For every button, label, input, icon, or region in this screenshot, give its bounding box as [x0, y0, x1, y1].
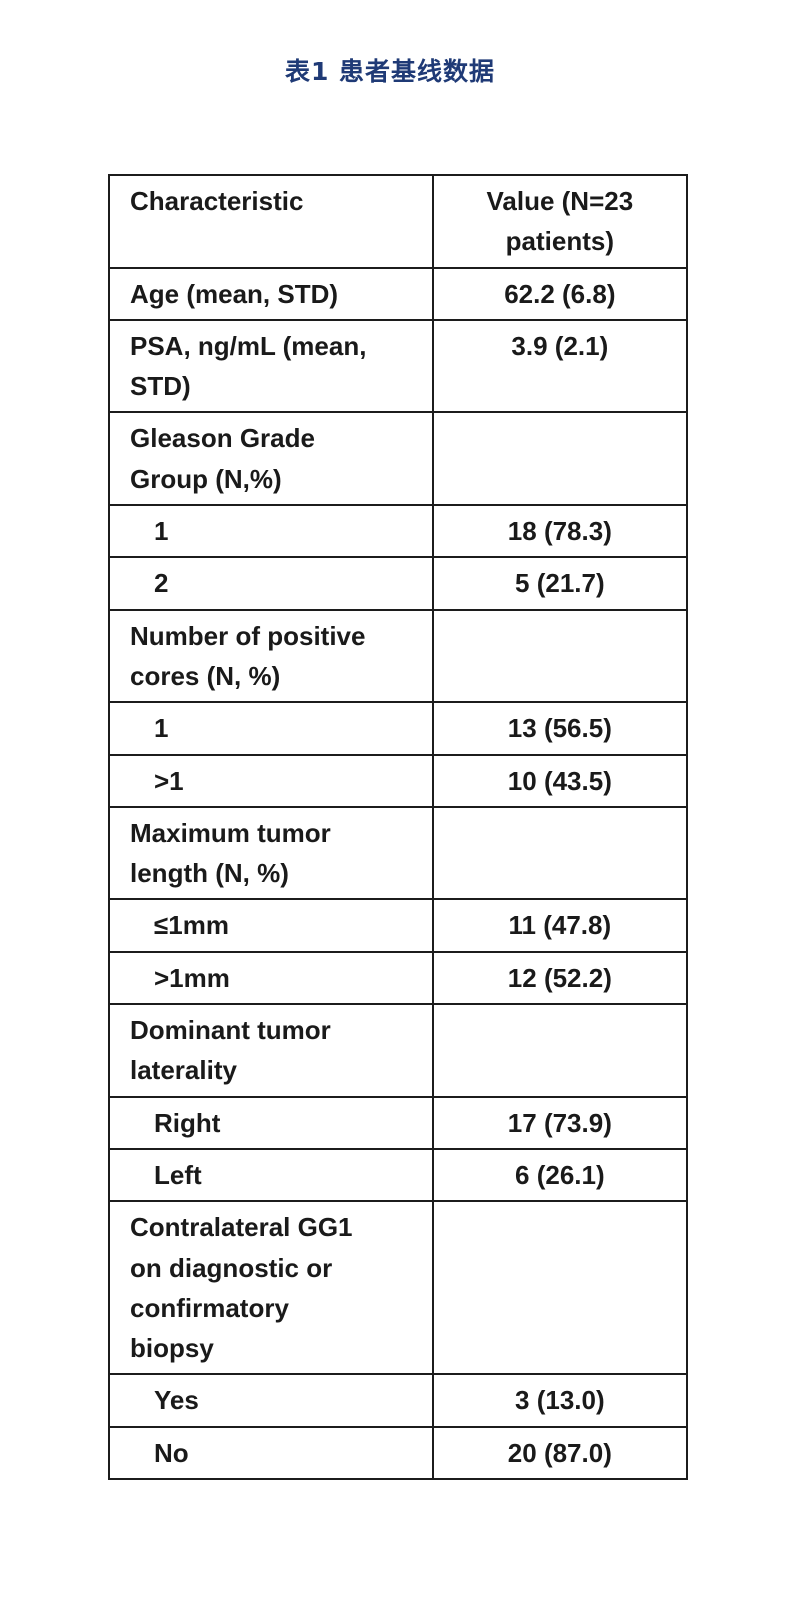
row-value — [431, 608, 689, 704]
row-label: Right — [108, 1095, 434, 1150]
row-value: 62.2 (6.8) — [431, 266, 689, 321]
table-row: >1 10 (43.5) — [108, 753, 689, 808]
row-value: 6 (26.1) — [431, 1147, 689, 1203]
column-header-value: Value (N=23 patients) — [431, 174, 689, 269]
table-row: PSA, ng/mL (mean, STD) 3.9 (2.1) — [108, 318, 689, 414]
row-value — [431, 411, 689, 507]
row-value: 13 (56.5) — [431, 701, 689, 756]
row-label: Gleason Grade Group (N,%) — [108, 411, 434, 507]
table-row: 1 18 (78.3) — [108, 504, 689, 559]
row-value: 18 (78.3) — [431, 504, 689, 559]
row-value: 3.9 (2.1) — [431, 318, 689, 414]
baseline-table: Characteristic Value (N=23 patients) Age… — [108, 174, 689, 1481]
row-label: Number of positive cores (N, %) — [108, 608, 434, 704]
row-value — [431, 805, 689, 901]
row-value — [431, 1200, 689, 1376]
row-value: 5 (21.7) — [431, 556, 689, 611]
table-row: 2 5 (21.7) — [108, 556, 689, 611]
page-title: 表1 患者基线数据 — [284, 57, 496, 86]
row-label: Dominant tumor laterality — [108, 1003, 434, 1098]
row-label: Maximum tumor length (N, %) — [108, 805, 434, 901]
table-row: No 20 (87.0) — [108, 1425, 689, 1481]
row-label: Age (mean, STD) — [108, 266, 434, 321]
table-row: Gleason Grade Group (N,%) — [108, 411, 689, 507]
column-header-characteristic: Characteristic — [108, 174, 434, 269]
table-row: ≤1mm 11 (47.8) — [108, 898, 689, 953]
table-row: Contralateral GG1 on diagnostic or confi… — [108, 1200, 689, 1376]
row-label: Left — [108, 1147, 434, 1203]
row-value: 3 (13.0) — [431, 1373, 689, 1428]
row-value: 17 (73.9) — [431, 1095, 689, 1150]
table-row: 1 13 (56.5) — [108, 701, 689, 756]
row-label: 1 — [108, 504, 434, 559]
row-label: Yes — [108, 1373, 434, 1428]
row-label: >1 — [108, 753, 434, 808]
row-label: PSA, ng/mL (mean, STD) — [108, 318, 434, 414]
row-label: >1mm — [108, 950, 434, 1006]
table-header-row: Characteristic Value (N=23 patients) — [108, 174, 689, 269]
row-label: 2 — [108, 556, 434, 611]
table-header: Characteristic Value (N=23 patients) — [108, 174, 689, 269]
row-label: 1 — [108, 701, 434, 756]
table-row: Age (mean, STD) 62.2 (6.8) — [108, 266, 689, 321]
table-row: Left 6 (26.1) — [108, 1147, 689, 1203]
row-value: 11 (47.8) — [431, 898, 689, 953]
table-row: >1mm 12 (52.2) — [108, 950, 689, 1006]
table-body: Age (mean, STD) 62.2 (6.8) PSA, ng/mL (m… — [108, 266, 689, 1481]
table-row: Number of positive cores (N, %) — [108, 608, 689, 704]
row-label: No — [108, 1425, 434, 1481]
row-label: ≤1mm — [108, 898, 434, 953]
table-row: Yes 3 (13.0) — [108, 1373, 689, 1428]
row-label: Contralateral GG1 on diagnostic or confi… — [108, 1200, 434, 1376]
table-row: Right 17 (73.9) — [108, 1095, 689, 1150]
table-row: Maximum tumor length (N, %) — [108, 805, 689, 901]
table-row: Dominant tumor laterality — [108, 1003, 689, 1098]
row-value: 20 (87.0) — [431, 1425, 689, 1481]
row-value — [431, 1003, 689, 1098]
row-value: 12 (52.2) — [431, 950, 689, 1006]
row-value: 10 (43.5) — [431, 753, 689, 808]
